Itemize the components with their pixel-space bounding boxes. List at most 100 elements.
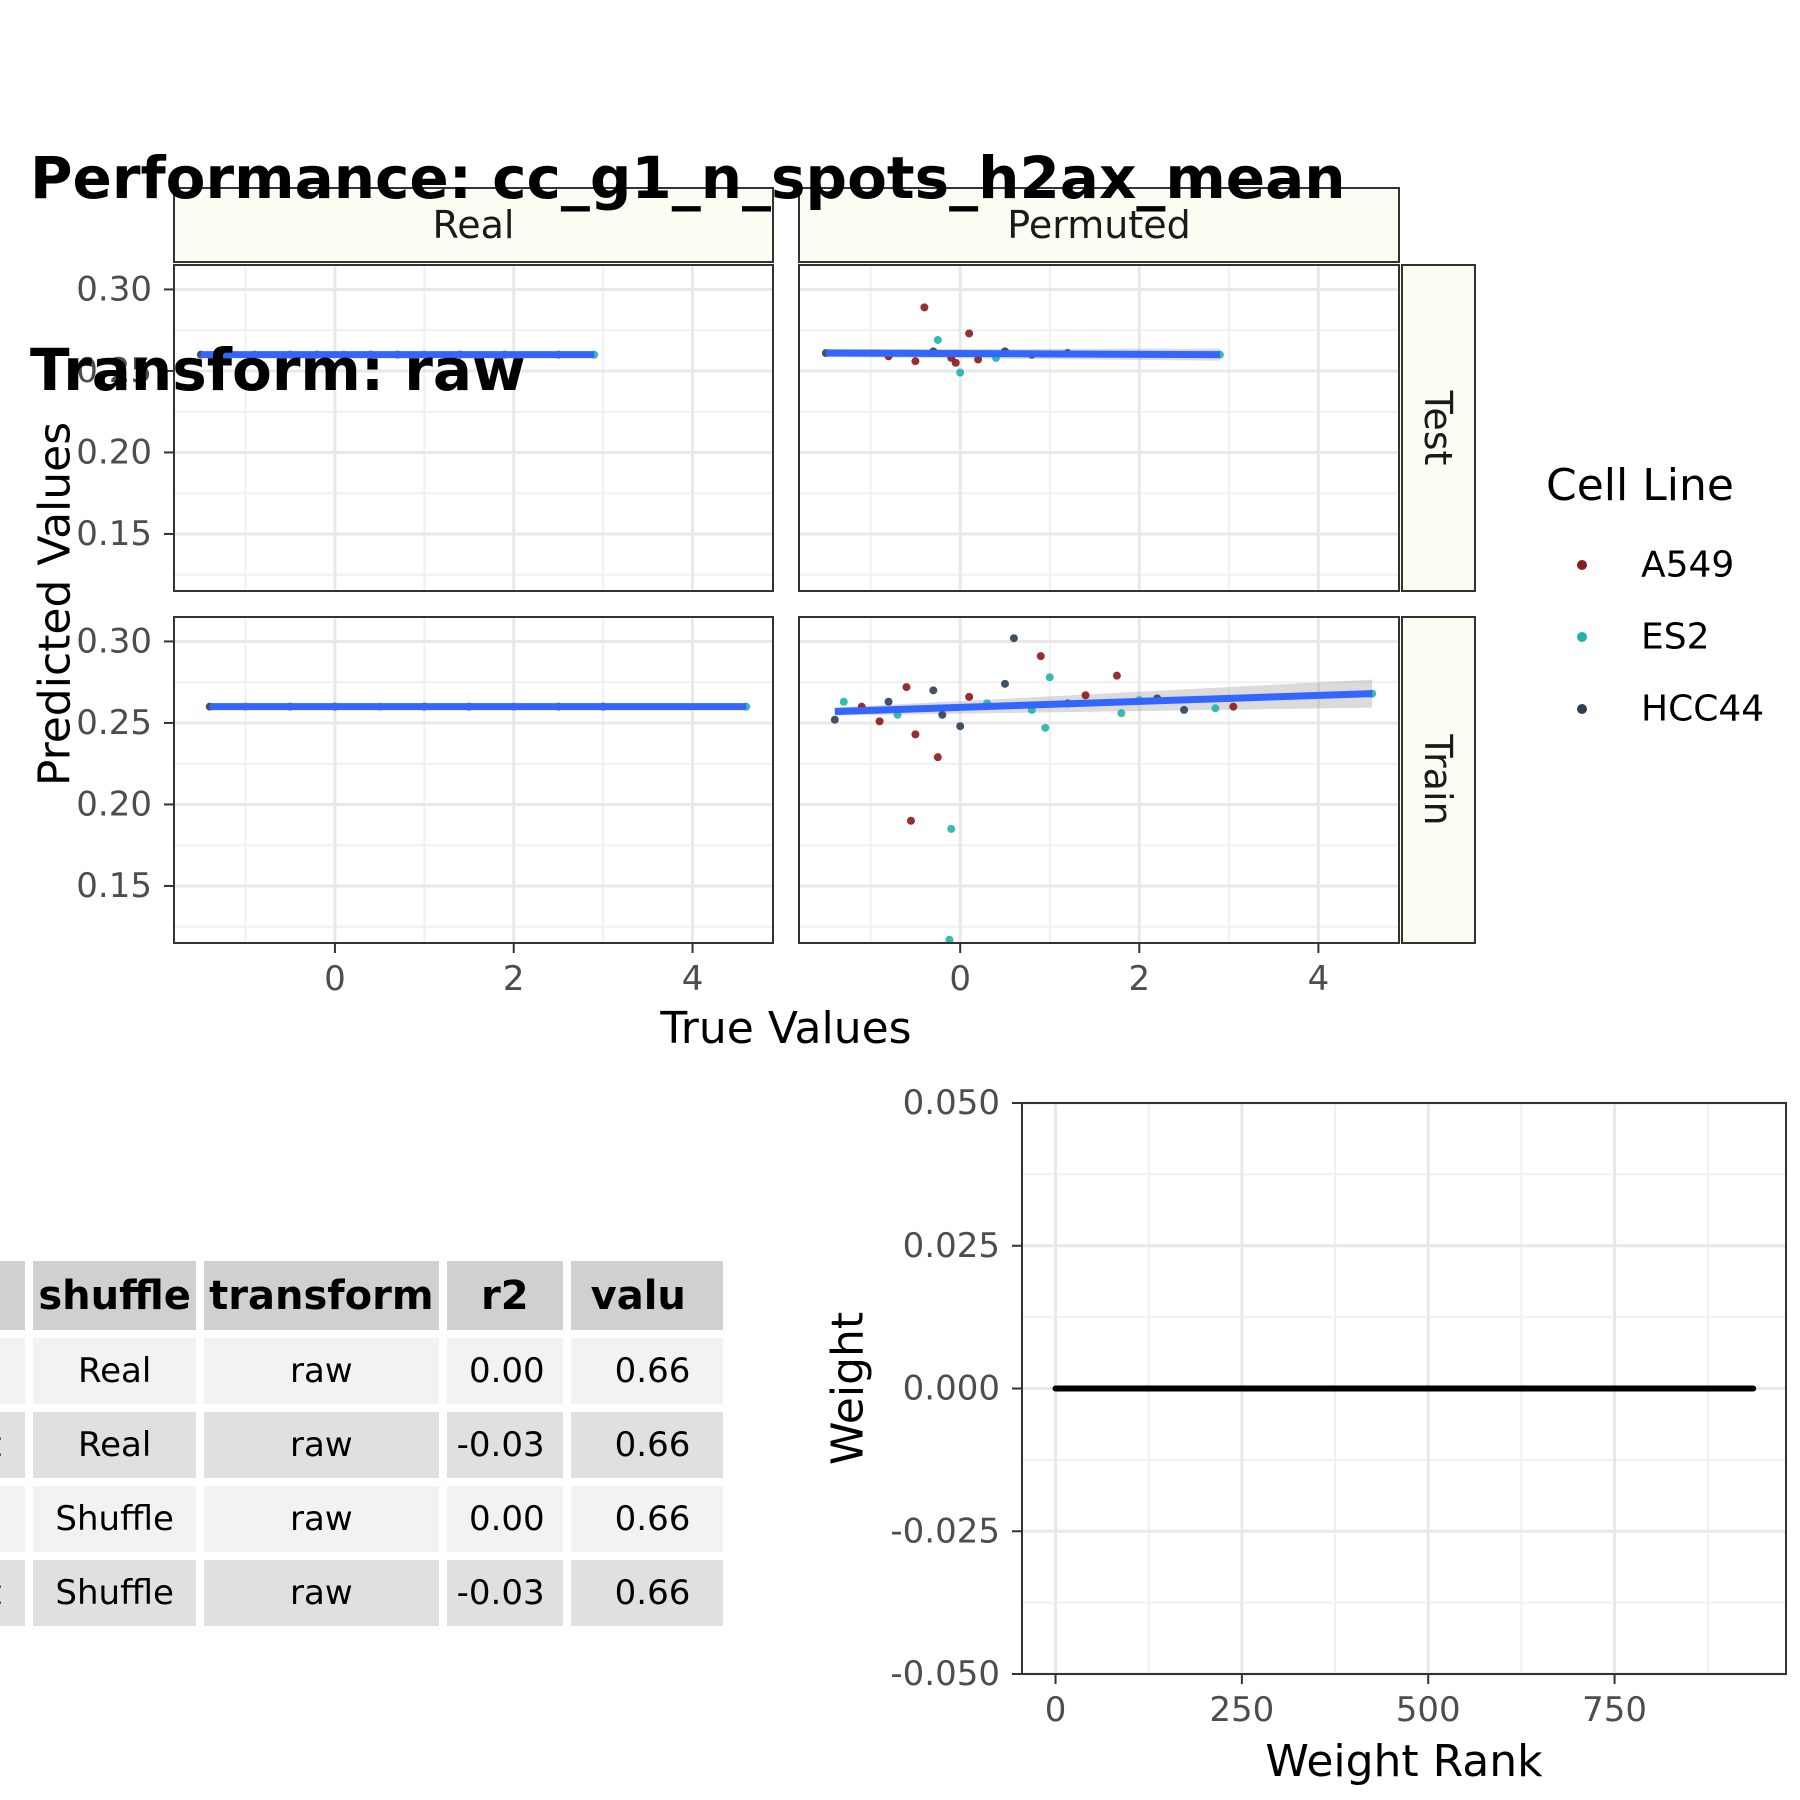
table-cell-transform: raw <box>199 1556 443 1630</box>
legend-key-hcc44 <box>1577 704 1587 714</box>
table-cell-value: 0.66 <box>566 1334 727 1408</box>
data-point-hcc44 <box>929 686 938 695</box>
table-cell-value: 0.66 <box>566 1482 727 1556</box>
panel-background <box>799 617 1399 943</box>
data-point-a549 <box>965 329 974 338</box>
x-tick-label: 750 <box>1582 1690 1647 1730</box>
data-point-a549 <box>920 303 929 312</box>
table-cell-r2: 0.00 <box>442 1334 567 1408</box>
y-tick-label: 0.25 <box>76 351 152 391</box>
table-cell-shuffle: Shuffle <box>29 1556 200 1630</box>
table-row: ain Shuffle raw 0.00 0.66 <box>0 1482 727 1556</box>
legend-label-hcc44: HCC44 <box>1641 689 1764 730</box>
title-line-1: Performance: cc_g1_n_spots_h2ax_mean <box>30 144 1346 212</box>
facet-panel-permuted-test <box>799 265 1399 591</box>
data-point-a549 <box>1081 691 1090 700</box>
table-cell-transform: raw <box>199 1334 443 1408</box>
table-cell-r2: -0.03 <box>442 1408 567 1482</box>
y-tick-label: 0.30 <box>76 621 152 661</box>
table-cell-value: 0.66 <box>566 1556 727 1630</box>
table-header-value: valu <box>566 1257 727 1334</box>
table-header-row: fit shuffle transform r2 valu <box>0 1257 727 1334</box>
panel-background <box>174 617 773 943</box>
data-point-a549 <box>902 683 911 692</box>
legend-key-es2 <box>1577 632 1587 642</box>
facet-strip-label: Train <box>1416 733 1460 825</box>
data-point-a549 <box>911 730 920 739</box>
fit-line <box>825 349 1220 359</box>
table-cell-transform: raw <box>199 1482 443 1556</box>
title-line-2: Transform: raw <box>30 336 526 404</box>
fit-line <box>834 690 1373 716</box>
weight-plot: -0.050 -0.025 0.000 0.025 0.050 0 250 500 750 Wei… <box>823 1083 1787 1787</box>
table-cell-fit: ain <box>0 1482 30 1556</box>
data-point-es2 <box>947 824 956 833</box>
facet-strip-real <box>173 187 774 263</box>
panel-background <box>799 265 1399 591</box>
table-header-transform: transform <box>199 1257 443 1334</box>
data-point-hcc44 <box>830 715 839 724</box>
data-point-a549 <box>906 816 915 825</box>
data-point-a549 <box>933 753 942 762</box>
y-tick-label: 0.000 <box>903 1369 1000 1409</box>
y-tick-label: 0.025 <box>903 1226 1000 1266</box>
data-point-es2 <box>839 697 848 706</box>
y-tick-label: 0.25 <box>76 703 152 743</box>
performance-table: fit shuffle transform r2 valu ain Real r… <box>0 1257 805 1631</box>
page-title: Performance: cc_g1_n_spots_h2ax_mean Tra… <box>30 18 1346 466</box>
y-tick-label: -0.050 <box>890 1654 1000 1694</box>
panel-marks-real-train <box>205 702 751 711</box>
facet-panel-real-train <box>174 617 773 943</box>
panel-border <box>173 616 774 944</box>
table-row: est Shuffle raw -0.03 0.66 <box>0 1556 727 1630</box>
table-row: ain Real raw 0.00 0.66 <box>0 1334 727 1408</box>
data-point-a549 <box>974 355 983 364</box>
table-cell-r2: -0.03 <box>442 1556 567 1630</box>
y-tick-label: 0.20 <box>76 784 152 824</box>
data-point-es2 <box>933 335 942 344</box>
table-header-fit: fit <box>0 1257 30 1334</box>
x-tick-label: 2 <box>503 959 525 999</box>
data-point-es2 <box>945 935 954 944</box>
facet-strip-train <box>1401 616 1476 944</box>
panel-border <box>173 264 774 592</box>
x-tick-label: 500 <box>1396 1690 1461 1730</box>
y-axis-label: Weight <box>823 1312 874 1465</box>
data-point-a549 <box>1229 702 1238 711</box>
data-point-a549 <box>875 717 884 726</box>
y-axis-label: Predicted Values <box>30 422 81 786</box>
table-cell-fit: est <box>0 1556 30 1630</box>
table-cell-shuffle: Shuffle <box>29 1482 200 1556</box>
table-row: est Real raw -0.03 0.66 <box>0 1408 727 1482</box>
data-point-es2 <box>1117 709 1126 718</box>
x-tick-label: 4 <box>1308 959 1330 999</box>
table-cell-shuffle: Real <box>29 1334 200 1408</box>
data-point-a549 <box>965 692 974 701</box>
x-tick-label: 0 <box>324 959 346 999</box>
data-point-a549 <box>1036 652 1045 661</box>
x-tick-label: 0 <box>1045 1690 1067 1730</box>
legend-label-es2: ES2 <box>1641 617 1710 658</box>
y-tick-label: 0.30 <box>76 269 152 309</box>
y-tick-label: 0.15 <box>76 514 152 554</box>
x-tick-label: 4 <box>682 959 704 999</box>
facet-strip-test <box>1401 264 1476 592</box>
y-tick-label: -0.025 <box>890 1511 1000 1551</box>
y-tick-label: 0.15 <box>76 866 152 906</box>
x-axis-label: Weight Rank <box>1265 1736 1543 1787</box>
panel-marks-real-test <box>196 350 599 359</box>
table-cell-fit: ain <box>0 1334 30 1408</box>
table-header-shuffle: shuffle <box>29 1257 200 1334</box>
data-point-hcc44 <box>956 722 965 731</box>
legend-label-a549: A549 <box>1641 545 1734 586</box>
data-point-es2 <box>1045 673 1054 682</box>
data-point-hcc44 <box>938 710 947 719</box>
x-tick-label: 2 <box>1128 959 1150 999</box>
x-tick-label: 250 <box>1209 1690 1274 1730</box>
data-point-es2 <box>956 368 965 377</box>
data-point-hcc44 <box>884 697 893 706</box>
legend-key-a549 <box>1577 560 1587 570</box>
y-tick-label: 0.20 <box>76 432 152 472</box>
panel-marks-permuted-test <box>821 303 1224 377</box>
